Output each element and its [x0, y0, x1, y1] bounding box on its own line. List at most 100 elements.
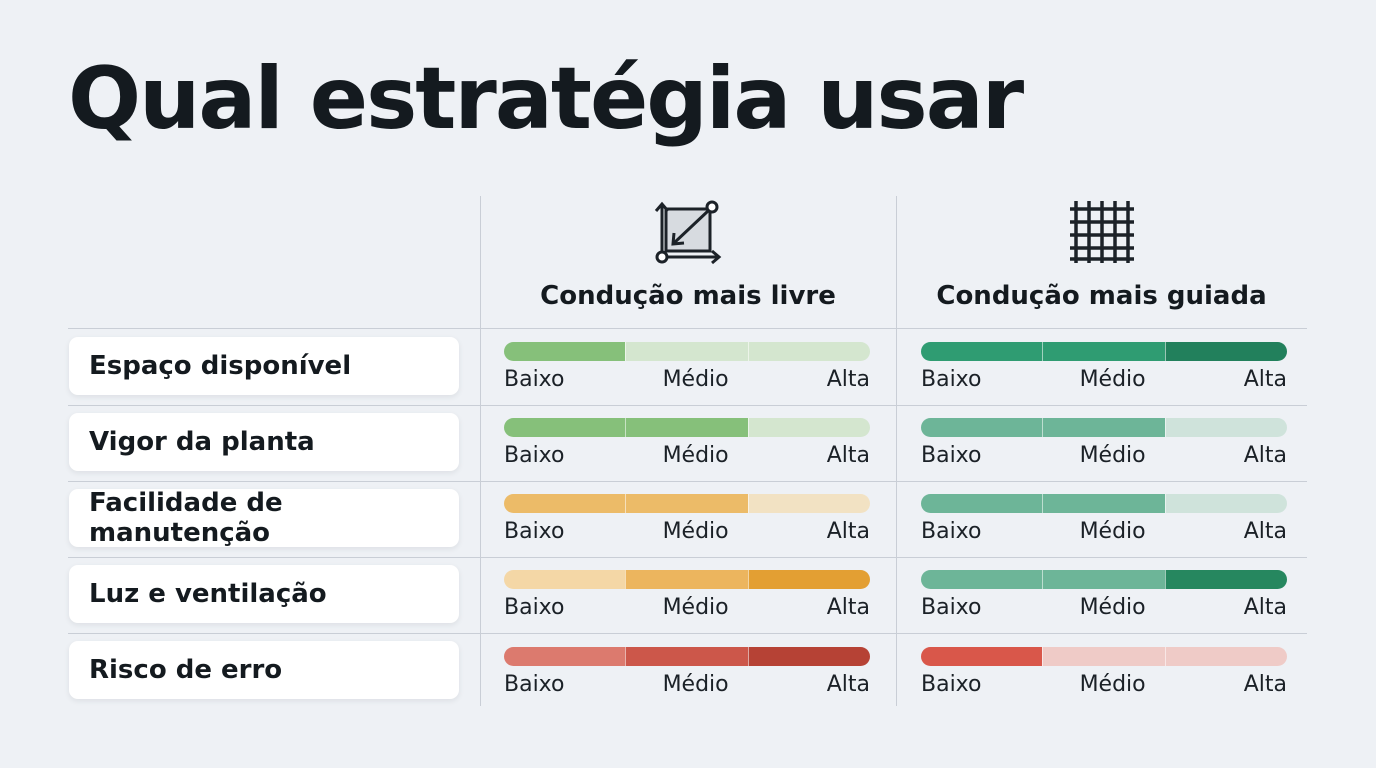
- scale-label: Baixo: [504, 443, 565, 468]
- rating-segment: [625, 494, 748, 513]
- scale-label: Alta: [1243, 519, 1287, 544]
- scale-label: Médio: [662, 519, 729, 544]
- rating-segment: [1042, 494, 1165, 513]
- scale-label: Alta: [826, 672, 870, 697]
- scale-label: Médio: [662, 672, 729, 697]
- rating-cell-free: Baixo Médio Alta: [504, 494, 870, 544]
- rating-scale: Baixo Médio Alta: [504, 443, 870, 468]
- scale-label: Baixo: [921, 443, 982, 468]
- scale-label: Médio: [662, 367, 729, 392]
- scale-label: Alta: [826, 367, 870, 392]
- scale-label: Alta: [826, 443, 870, 468]
- rating-bar: [921, 494, 1287, 513]
- scale-label: Alta: [1243, 595, 1287, 620]
- rating-segment: [1164, 342, 1287, 361]
- rating-segment: [747, 342, 870, 361]
- column-header-free: Condução mais livre: [480, 190, 896, 325]
- rating-segment: [747, 418, 870, 437]
- rating-segment: [504, 494, 626, 513]
- rating-segment: [921, 342, 1043, 361]
- rating-scale: Baixo Médio Alta: [504, 672, 870, 697]
- rating-bar: [921, 342, 1287, 361]
- rating-segment: [1164, 494, 1287, 513]
- scale-label: Alta: [826, 519, 870, 544]
- column-divider: [896, 196, 897, 706]
- rating-segment: [625, 647, 748, 666]
- scale-label: Baixo: [504, 595, 565, 620]
- rating-scale: Baixo Médio Alta: [504, 519, 870, 544]
- rating-segment: [504, 418, 626, 437]
- column-label-free: Condução mais livre: [540, 281, 836, 311]
- rating-cell-guided: Baixo Médio Alta: [921, 342, 1287, 392]
- rating-scale: Baixo Médio Alta: [921, 367, 1287, 392]
- row-divider: [68, 633, 1307, 634]
- rating-bar: [504, 570, 870, 589]
- rating-bar: [921, 647, 1287, 666]
- rating-scale: Baixo Médio Alta: [921, 595, 1287, 620]
- rating-cell-guided: Baixo Médio Alta: [921, 647, 1287, 697]
- row-label-vigor: Vigor da planta: [69, 413, 459, 471]
- rating-bar: [504, 647, 870, 666]
- scale-label: Baixo: [504, 367, 565, 392]
- rating-segment: [625, 342, 748, 361]
- rating-segment: [625, 570, 748, 589]
- rating-segment: [504, 342, 626, 361]
- rating-cell-guided: Baixo Médio Alta: [921, 570, 1287, 620]
- rating-segment: [504, 647, 626, 666]
- rating-scale: Baixo Médio Alta: [921, 672, 1287, 697]
- rating-segment: [747, 570, 870, 589]
- scale-label: Baixo: [921, 367, 982, 392]
- row-label-luz: Luz e ventilação: [69, 565, 459, 623]
- rating-cell-free: Baixo Médio Alta: [504, 647, 870, 697]
- rating-scale: Baixo Médio Alta: [504, 595, 870, 620]
- scale-label: Alta: [826, 595, 870, 620]
- rating-segment: [1042, 342, 1165, 361]
- rating-cell-guided: Baixo Médio Alta: [921, 494, 1287, 544]
- grid-trellis-icon: [1069, 201, 1134, 263]
- scale-label: Médio: [1079, 672, 1146, 697]
- rating-cell-free: Baixo Médio Alta: [504, 570, 870, 620]
- scale-label: Alta: [1243, 672, 1287, 697]
- scale-label: Alta: [1243, 443, 1287, 468]
- rating-cell-free: Baixo Médio Alta: [504, 418, 870, 468]
- rating-scale: Baixo Médio Alta: [921, 443, 1287, 468]
- rating-bar: [921, 418, 1287, 437]
- scale-label: Baixo: [921, 672, 982, 697]
- rating-segment: [625, 418, 748, 437]
- scale-label: Médio: [1079, 443, 1146, 468]
- scale-label: Médio: [1079, 595, 1146, 620]
- scale-label: Médio: [1079, 367, 1146, 392]
- row-divider: [68, 405, 1307, 406]
- rating-segment: [747, 647, 870, 666]
- rating-bar: [504, 494, 870, 513]
- scale-label: Médio: [662, 595, 729, 620]
- scale-label: Médio: [1079, 519, 1146, 544]
- column-label-guided: Condução mais guiada: [936, 281, 1267, 311]
- scale-label: Médio: [662, 443, 729, 468]
- row-divider: [68, 481, 1307, 482]
- rating-scale: Baixo Médio Alta: [504, 367, 870, 392]
- rating-segment: [1164, 418, 1287, 437]
- scale-label: Baixo: [504, 519, 565, 544]
- column-divider: [480, 196, 481, 706]
- column-header-guided: Condução mais guiada: [896, 190, 1307, 325]
- rating-segment: [921, 570, 1043, 589]
- rating-segment: [1042, 647, 1165, 666]
- rating-segment: [1042, 570, 1165, 589]
- row-label-espaco: Espaço disponível: [69, 337, 459, 395]
- rating-bar: [921, 570, 1287, 589]
- rating-segment: [921, 494, 1043, 513]
- row-label-facilidade: Facilidade de manutenção: [69, 488, 459, 548]
- rating-segment: [921, 647, 1043, 666]
- free-form-frame-icon: [654, 200, 722, 265]
- scale-label: Baixo: [504, 672, 565, 697]
- row-divider: [68, 557, 1307, 558]
- rating-segment: [1164, 570, 1287, 589]
- rating-segment: [1042, 418, 1165, 437]
- rating-segment: [747, 494, 870, 513]
- rating-segment: [1164, 647, 1287, 666]
- rating-scale: Baixo Médio Alta: [921, 519, 1287, 544]
- scale-label: Baixo: [921, 519, 982, 544]
- rating-segment: [504, 570, 626, 589]
- page-title: Qual estratégia usar: [68, 49, 1024, 149]
